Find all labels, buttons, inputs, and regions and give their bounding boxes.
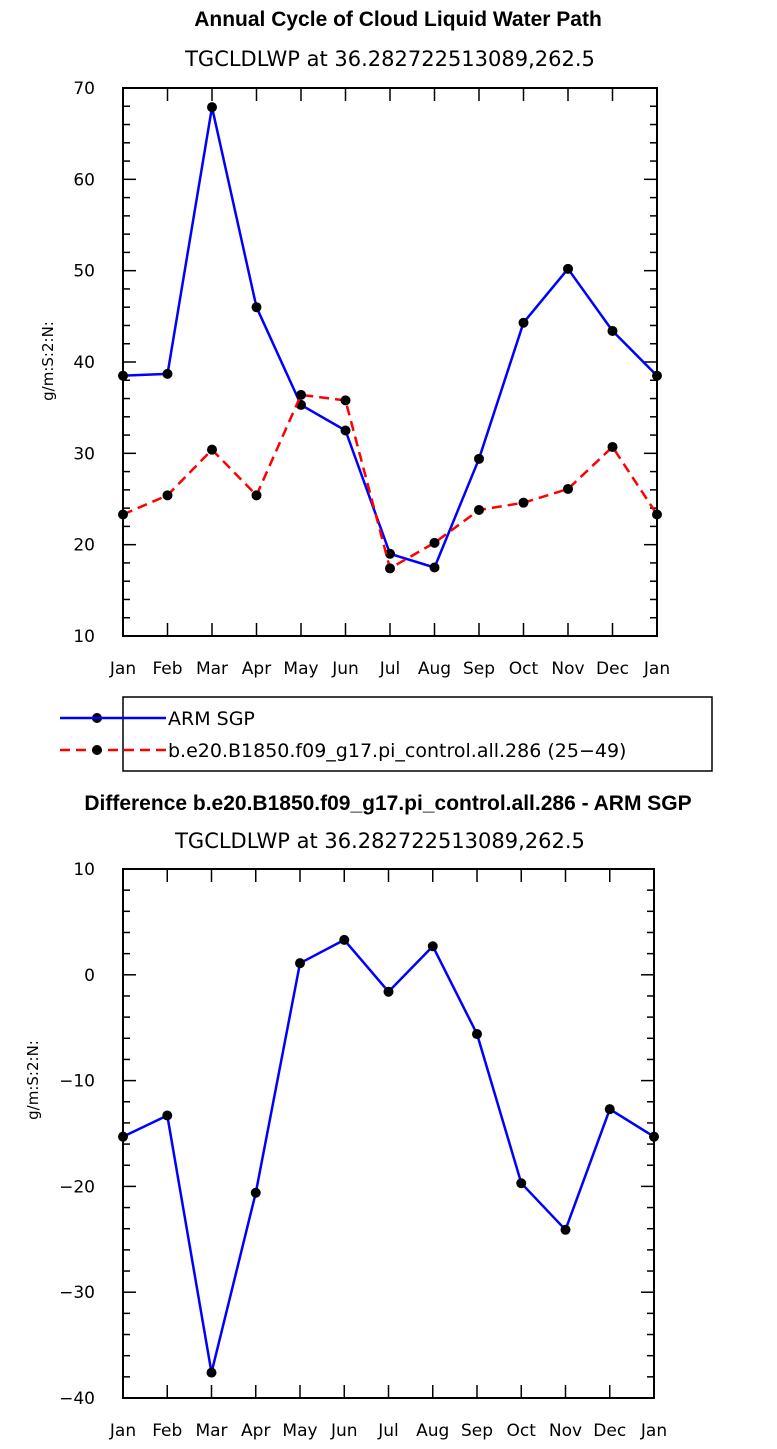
legend-label-model: b.e20.B1850.f09_g17.pi_control.all.286 (… [168, 740, 626, 762]
chart2-ytick-label: −20 [59, 1177, 95, 1197]
chart1-xtick-label: Oct [509, 659, 539, 679]
chart1-series-0-point [563, 263, 573, 274]
chart1-series-1-point [251, 490, 262, 501]
chart1-series-1-point [429, 537, 440, 548]
chart2-series-0-point [383, 986, 394, 997]
chart2-xtick-label: Nov [549, 1421, 582, 1441]
chart2-subtitle: TGCLDLWP at 36.282722513089,262.5 [174, 829, 585, 853]
chart2-xtick-label: Apr [241, 1421, 270, 1441]
chart1-series-0-point [340, 425, 351, 436]
legend-marker-model [92, 745, 102, 755]
chart2-series-0-point [295, 958, 305, 969]
chart1-ytick-label: 10 [73, 627, 95, 647]
chart1-xtick-label: Dec [596, 659, 629, 679]
chart1-series-0-point [207, 102, 217, 113]
legend: ARM SGP b.e20.B1850.f09_g17.pi_control.a… [60, 696, 713, 772]
chart2-series-0-point [206, 1367, 217, 1378]
chart1-ytick-label: 40 [73, 353, 95, 373]
chart2-xtick-label: Jun [330, 1421, 358, 1441]
chart1-series-1-point [607, 441, 618, 452]
chart2-xtick-label: Jul [377, 1421, 399, 1441]
chart1-xtick-label: Nov [551, 659, 584, 679]
chart1-xtick-label: Apr [242, 659, 271, 679]
chart1-series-0-point [251, 302, 262, 313]
chart2-series-0-point [516, 1178, 527, 1189]
legend-label-arm-sgp: ARM SGP [168, 708, 255, 730]
chart2-xtick-label: Sep [461, 1421, 493, 1441]
chart2-series-0-point [339, 934, 350, 945]
chart1-xtick-label: Jul [379, 659, 401, 679]
chart1-series-1-point [340, 395, 351, 406]
chart1-xtick-label: Mar [196, 659, 228, 679]
chart1-series-line-0 [122, 105, 658, 569]
panel-annual-cycle: Annual Cycle of Cloud Liquid Water Path … [39, 8, 670, 679]
chart2-xtick-label: May [282, 1421, 317, 1441]
chart2-series-0-point [472, 1029, 482, 1040]
chart2-ytick-label: 0 [84, 966, 95, 986]
legend-box [122, 696, 713, 772]
chart2-series-group [118, 934, 659, 1378]
chart2-ytick-label: −30 [59, 1283, 95, 1303]
chart2-xtick-label: Feb [152, 1421, 182, 1441]
chart1-xtick-label: Jun [331, 659, 359, 679]
chart1-series-0-point [118, 370, 128, 381]
chart2-series-0-point [162, 1110, 173, 1121]
chart1-subtitle: TGCLDLWP at 36.282722513089,262.5 [184, 47, 595, 71]
chart1-xtick-label: Sep [463, 659, 495, 679]
chart2-xtick-label: Oct [507, 1421, 537, 1441]
chart2-xtick-label: Jan [640, 1421, 667, 1441]
chart1-series-1-point [563, 483, 573, 494]
chart2-ytick-label: 10 [73, 860, 95, 880]
chart2-series-line-0 [122, 938, 655, 1374]
chart2-series-0-point [649, 1131, 659, 1142]
chart1-series-1-point [652, 509, 662, 520]
chart1-ytick-label: 60 [73, 170, 95, 190]
chart2-series-0-point [250, 1187, 261, 1198]
chart2-title: Difference b.e20.B1850.f09_g17.pi_contro… [84, 792, 691, 815]
chart2-axes: −40 −30 −20 −10 0 10 Jan Feb Mar Apr May Jun Jul Aug S… [59, 860, 667, 1441]
chart1-series-0-point [429, 562, 440, 573]
chart1-xtick-label: Jan [109, 659, 136, 679]
chart1-series-1-point [474, 504, 484, 515]
chart1-series-0-point [474, 453, 484, 464]
chart1-series-0-point [652, 370, 662, 381]
chart1-series-0-point [162, 368, 173, 379]
chart1-series-1-point [162, 490, 173, 501]
chart1-title: Annual Cycle of Cloud Liquid Water Path [194, 8, 602, 31]
chart2-xtick-label: Mar [195, 1421, 227, 1441]
chart1-ytick-label: 20 [73, 536, 95, 556]
chart1-xtick-label: Aug [418, 659, 451, 679]
chart1-series-1-point [518, 497, 529, 508]
chart1-series-1-point [385, 563, 395, 574]
chart2-series-0-point [427, 941, 438, 952]
chart1-series-1-point [296, 389, 306, 400]
chart1-series-1-point [207, 444, 217, 455]
chart2-ytick-label: −40 [59, 1389, 95, 1409]
chart1-ytick-label: 70 [73, 79, 95, 99]
chart1-series-group [118, 102, 662, 574]
chart2-ytick-label: −10 [59, 1072, 95, 1092]
chart2-xtick-label: Dec [593, 1421, 626, 1441]
chart1-axes: 10 20 30 40 50 60 70 Jan Feb Mar Apr May Jun Jul Aug Se… [73, 79, 670, 679]
chart1-series-0-point [385, 548, 395, 559]
chart2-xtick-label: Jan [109, 1421, 136, 1441]
chart1-xtick-label: May [283, 659, 318, 679]
chart1-xtick-label: Jan [643, 659, 670, 679]
chart1-ytick-label: 30 [73, 444, 95, 464]
chart1-series-0-point [518, 317, 529, 328]
panel-difference: Difference b.e20.B1850.f09_g17.pi_contro… [24, 792, 692, 1441]
chart1-xtick-label: Feb [152, 659, 182, 679]
chart1-series-1-point [118, 509, 128, 520]
chart2-series-0-point [560, 1224, 571, 1235]
chart2-xtick-label: Aug [416, 1421, 449, 1441]
chart1-ylabel: g/m:S:2:N: [39, 321, 57, 401]
chart1-series-line-1 [122, 393, 659, 570]
chart2-series-0-point [118, 1131, 128, 1142]
chart2-ylabel: g/m:S:2:N: [24, 1040, 42, 1120]
chart1-series-0-point [607, 325, 618, 336]
chart2-series-0-point [604, 1104, 615, 1115]
chart1-ytick-label: 50 [73, 262, 95, 282]
